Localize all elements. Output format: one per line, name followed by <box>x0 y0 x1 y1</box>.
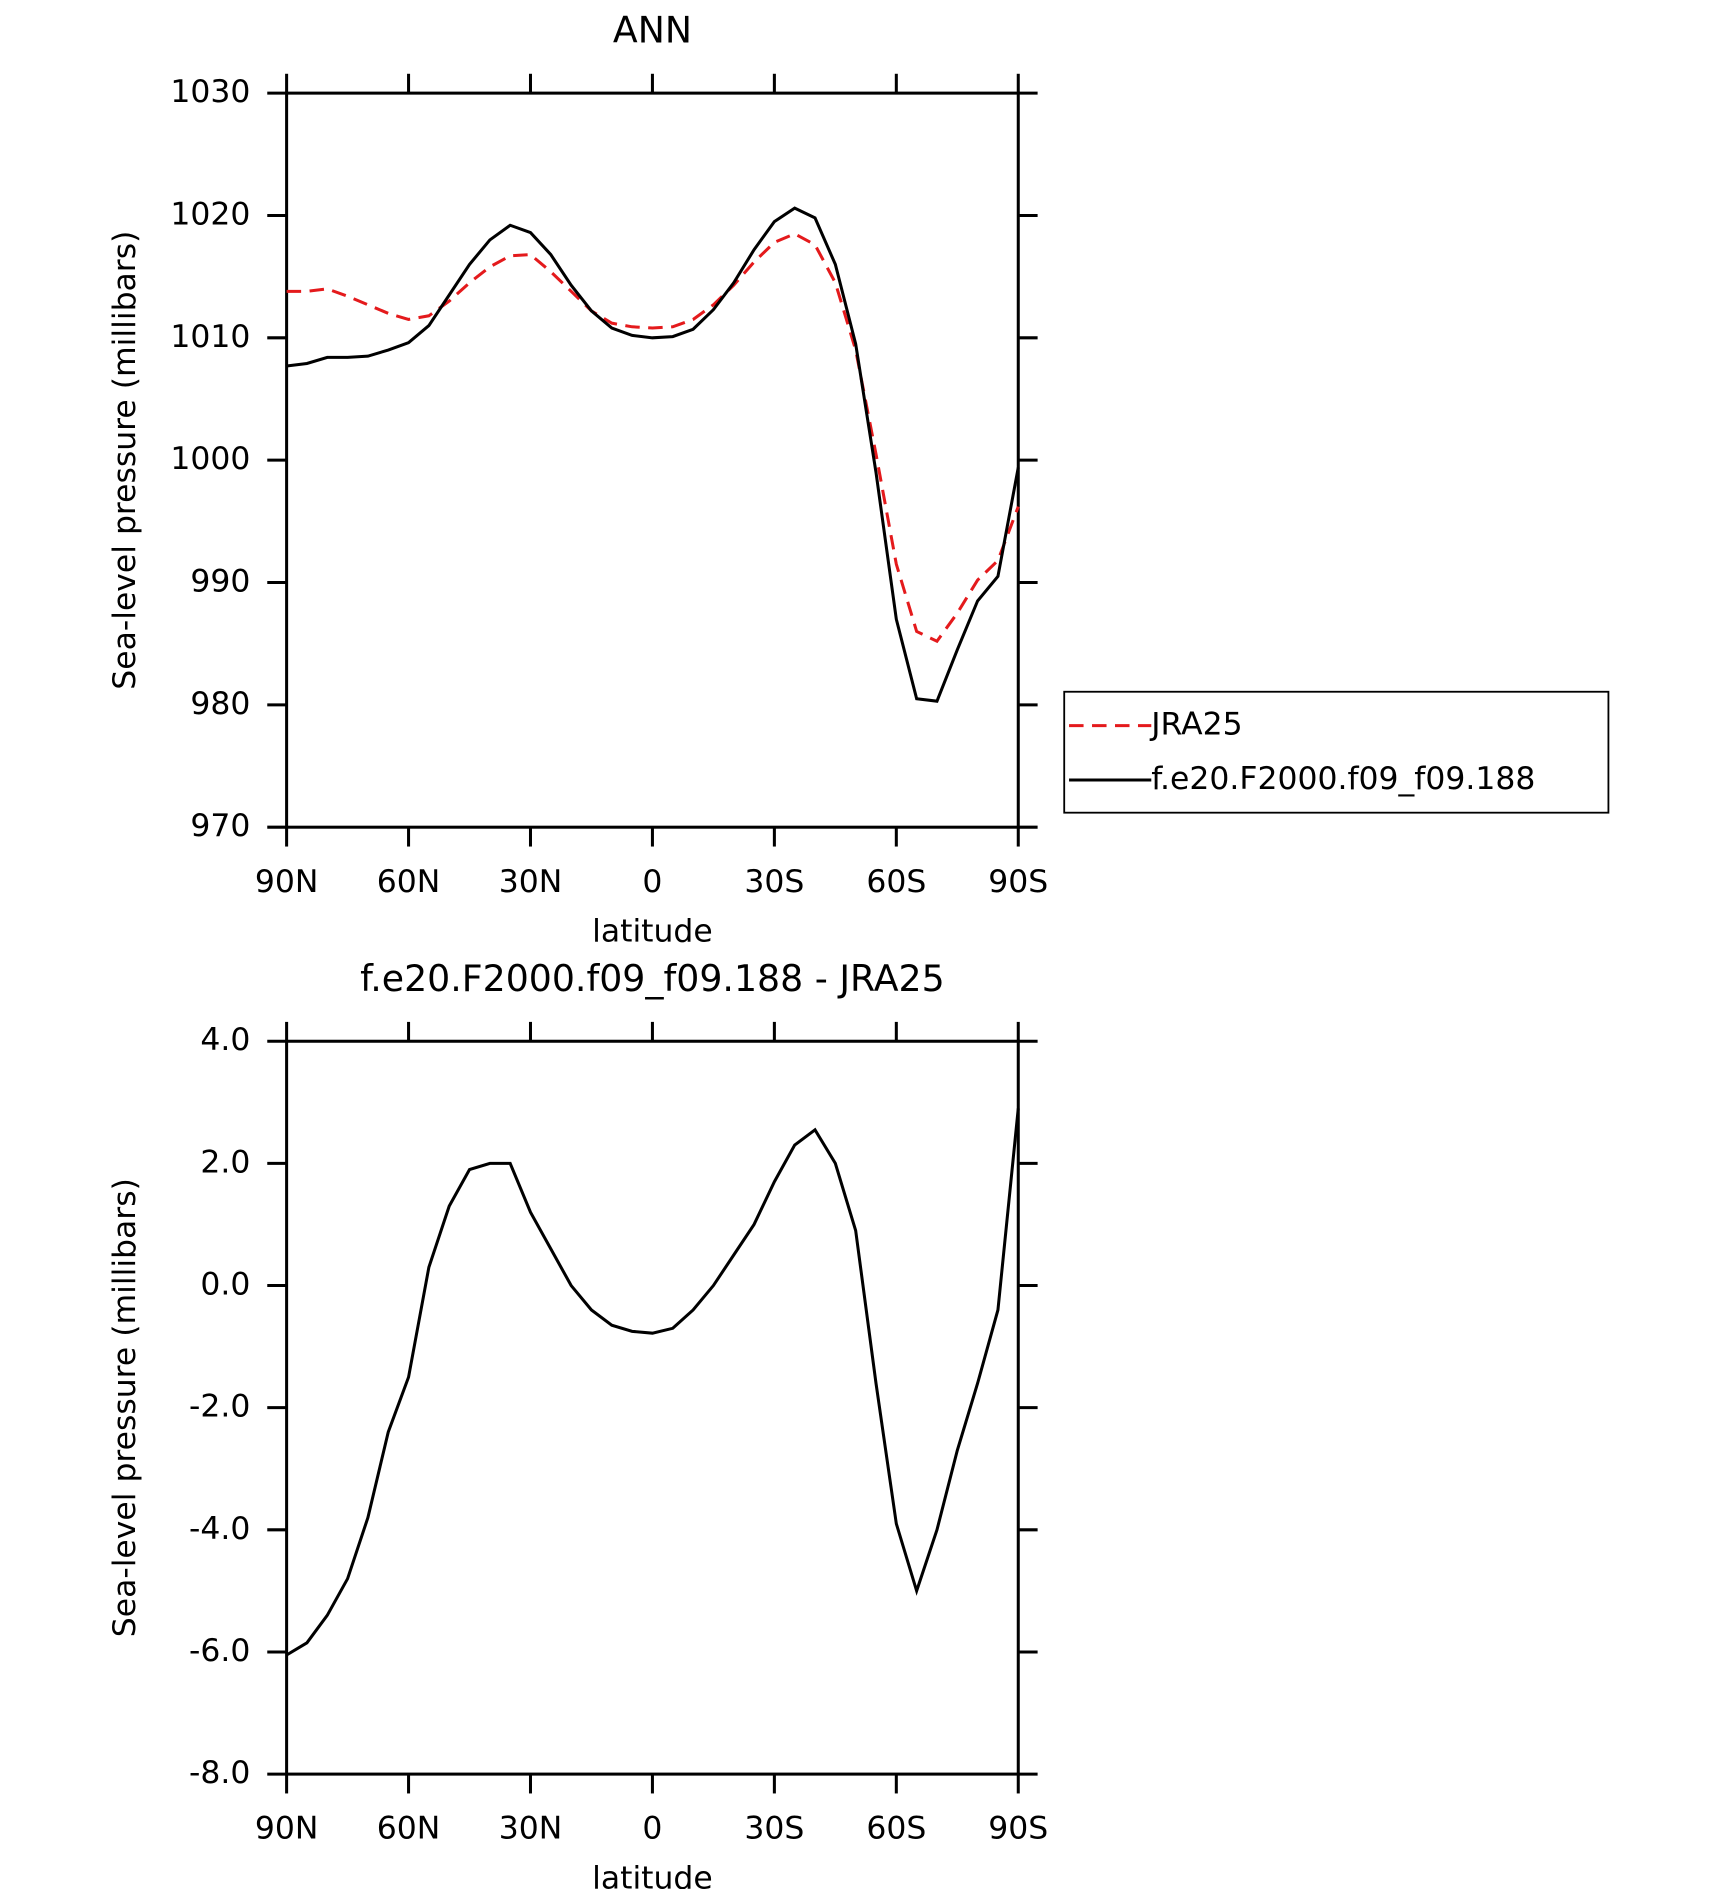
y-tick-label: 970 <box>190 808 250 844</box>
x-tick-label: 90S <box>988 1811 1048 1847</box>
y-tick-label: -4.0 <box>189 1511 250 1547</box>
x-axis-label: latitude <box>592 913 713 949</box>
x-tick-label: 90N <box>255 1811 319 1847</box>
x-tick-label: 60S <box>866 864 926 900</box>
y-tick-label: 2.0 <box>200 1144 250 1180</box>
y-tick-label: -2.0 <box>189 1389 250 1425</box>
x-tick-label: 30N <box>499 1811 563 1847</box>
y-tick-label: 990 <box>190 564 250 600</box>
legend-box <box>1063 690 1610 814</box>
y-axis-label: Sea-level pressure (millibars) <box>107 231 143 690</box>
legend-label: f.e20.F2000.f09_f09.188 <box>1151 761 1535 797</box>
x-axis-label: latitude <box>592 1860 713 1889</box>
y-tick-label: 1010 <box>170 319 250 355</box>
x-tick-label: 30S <box>744 864 804 900</box>
chart-title: ANN <box>613 9 692 52</box>
y-axis-label: Sea-level pressure (millibars) <box>107 1178 143 1637</box>
data-line <box>286 206 1020 703</box>
x-tick-label: 0 <box>642 1811 662 1847</box>
y-tick-label: 1020 <box>170 196 250 232</box>
data-line <box>285 1108 1020 1657</box>
x-tick-label: 30S <box>744 1811 804 1847</box>
y-tick-label: 4.0 <box>200 1022 250 1058</box>
plot-frame <box>285 91 1020 829</box>
x-tick-label: 90N <box>255 864 319 900</box>
y-tick-label: 1000 <box>170 441 250 477</box>
x-tick-label: 0 <box>642 864 662 900</box>
y-tick-label: 0.0 <box>200 1267 250 1303</box>
legend-label: JRA25 <box>1149 707 1242 743</box>
y-tick-label: -8.0 <box>189 1755 250 1791</box>
data-line <box>286 232 1020 644</box>
x-tick-label: 60S <box>866 1811 926 1847</box>
x-tick-label: 60N <box>377 864 441 900</box>
y-tick-label: 1030 <box>170 74 250 110</box>
y-tick-label: -6.0 <box>189 1633 250 1669</box>
x-tick-label: 90S <box>988 864 1048 900</box>
y-tick-label: 980 <box>190 686 250 722</box>
chart-title: f.e20.F2000.f09_f09.188 - JRA25 <box>360 957 945 1000</box>
x-tick-label: 30N <box>499 864 563 900</box>
x-tick-label: 60N <box>377 1811 441 1847</box>
